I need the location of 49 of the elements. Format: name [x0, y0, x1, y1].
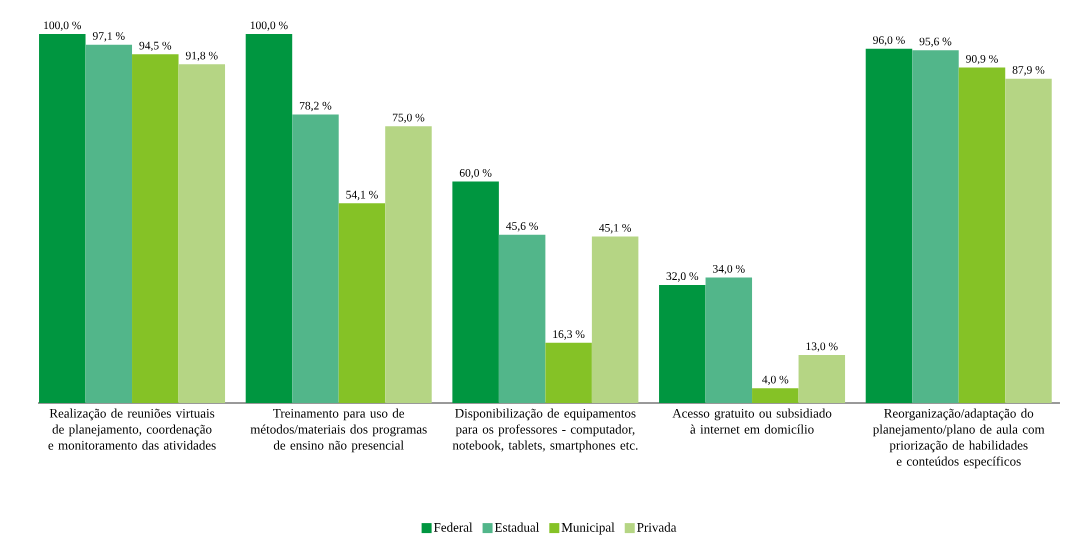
bar: [659, 284, 706, 403]
data-label: 45,6 %: [506, 222, 539, 232]
bar: [798, 355, 846, 403]
legend-label: Municipal: [561, 522, 615, 535]
x-tick-label: Acesso gratuito ou subsidiado à internet em domicílio: [672, 408, 832, 434]
bar: [498, 234, 546, 403]
legend-label: Federal: [433, 522, 473, 532]
bar: [752, 388, 799, 403]
bar: [1005, 78, 1052, 403]
legend-label: Estadual: [494, 522, 540, 532]
x-tick-label: Disponibilização de equipamentos para os professores - computador, notebook, tablets, smartphones etc.: [452, 408, 638, 453]
bar: [912, 50, 959, 403]
data-label: 91,8 %: [185, 51, 218, 62]
bar: [338, 203, 386, 403]
data-label: 4,0 %: [762, 375, 789, 386]
bar: [85, 44, 133, 403]
bar: [958, 67, 1006, 403]
data-label: 32,0 %: [666, 272, 699, 282]
data-label: 87,9 %: [1012, 66, 1045, 76]
data-label: 75,0 %: [392, 113, 425, 124]
data-label: 100,0 %: [44, 21, 82, 31]
data-label: 34,0 %: [713, 264, 745, 275]
data-label: 96,0 %: [873, 36, 905, 46]
data-label: 90,9 %: [966, 54, 998, 65]
x-tick-label: Realização de reuniões virtuais de planejamento, coordenação e monitoramento das atividades: [48, 408, 216, 450]
bar: [865, 48, 913, 403]
data-label: 45,1 %: [599, 223, 632, 234]
bar: [39, 34, 86, 403]
legend-label: Privada: [637, 522, 677, 532]
data-label: 60,0 %: [459, 168, 492, 179]
data-label: 13,0 %: [806, 342, 838, 352]
data-label: 100,0 %: [250, 21, 288, 31]
data-label: 16,3 %: [553, 330, 585, 340]
bar: [385, 126, 432, 403]
data-label: 78,2 %: [299, 101, 332, 112]
bar: [292, 114, 339, 403]
bar: [132, 54, 179, 403]
bar: [705, 277, 753, 403]
data-label: 95,6 %: [919, 37, 952, 48]
data-label: 94,5 %: [139, 41, 172, 52]
x-tick-label: Reorganização/adaptação do planejamento/plano de aula com priorização de habilidades e conteúdos específicos: [873, 408, 1045, 469]
data-label: 54,1 %: [346, 190, 378, 201]
data-label: 97,1 %: [92, 32, 125, 42]
x-tick-label: Treinamento para uso de métodos/materiais dos programas de ensino não presencial: [250, 408, 427, 453]
bar: [245, 34, 293, 403]
bar: [452, 181, 499, 403]
bar: [591, 236, 639, 403]
bar: [178, 64, 226, 403]
bar: [545, 342, 592, 403]
